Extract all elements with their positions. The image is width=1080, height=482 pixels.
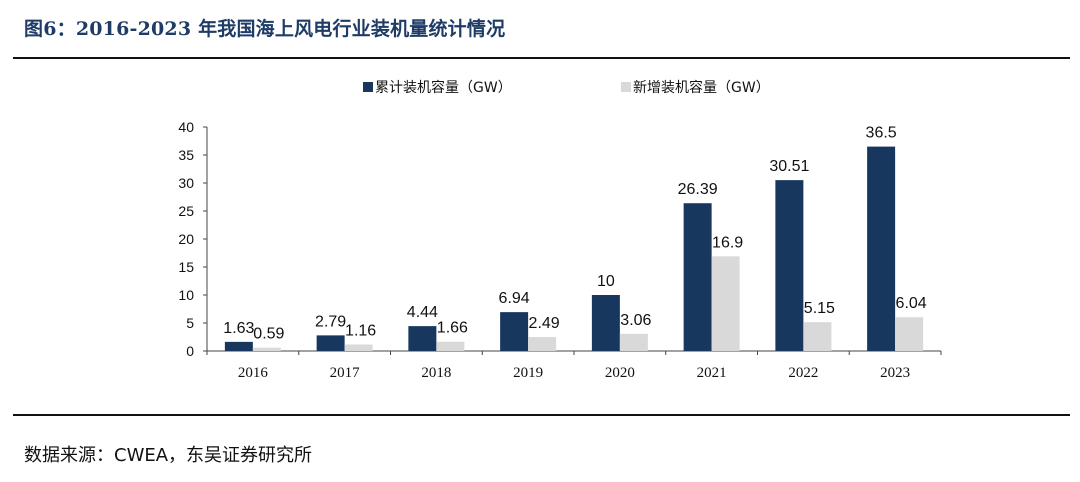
label-cumulative-2017: 2.79 — [315, 313, 346, 330]
top-divider — [13, 57, 1070, 59]
x-tick-label: 2018 — [421, 365, 451, 381]
x-tick-label: 2016 — [238, 365, 269, 381]
bar-chart: 累计装机容量（GW） 新增装机容量（GW） 0 5 10 15 20 25 30 35 40 201… — [178, 79, 942, 381]
y-tick-label: 0 — [186, 343, 194, 359]
bar-cumulative-2022 — [775, 180, 804, 351]
x-tick-label: 2019 — [513, 365, 543, 381]
x-tick-label: 2020 — [605, 365, 635, 381]
legend-label-1: 累计装机容量（GW） — [375, 79, 512, 96]
x-tick-label: 2023 — [880, 365, 910, 381]
bar-new-2017 — [344, 344, 373, 351]
label-new-2016: 0.59 — [253, 326, 284, 343]
x-tick-label: 2021 — [697, 365, 727, 381]
legend-swatch-1 — [363, 82, 373, 92]
label-new-2018: 1.66 — [437, 320, 468, 337]
label-cumulative-2019: 6.94 — [499, 290, 530, 307]
bars — [224, 146, 924, 351]
y-tick-label: 25 — [178, 203, 194, 219]
bar-new-2018 — [436, 341, 465, 351]
y-tick-label: 15 — [178, 259, 194, 275]
bar-new-2021 — [711, 256, 740, 351]
x-tick-label: 2022 — [788, 365, 818, 381]
legend: 累计装机容量（GW） 新增装机容量（GW） — [363, 79, 770, 96]
bar-cumulative-2018 — [408, 326, 437, 351]
label-cumulative-2022: 30.51 — [769, 158, 809, 175]
legend-swatch-2 — [621, 82, 631, 92]
bar-new-2019 — [528, 337, 557, 351]
label-cumulative-2021: 26.39 — [678, 181, 718, 198]
bar-cumulative-2016 — [224, 341, 253, 351]
axes: 0 5 10 15 20 25 30 35 40 2016 2017 2018 2019 2020 2021… — [178, 119, 942, 381]
source-note: 数据来源：CWEA，东吴证券研究所 — [24, 445, 313, 466]
label-new-2017: 1.16 — [345, 323, 376, 340]
y-tick-label: 35 — [178, 147, 194, 163]
bar-new-2020 — [619, 333, 648, 351]
label-new-2020: 3.06 — [620, 312, 651, 329]
y-tick-label: 40 — [178, 119, 194, 135]
y-tick-label: 10 — [178, 287, 194, 303]
label-cumulative-2018: 4.44 — [407, 304, 438, 321]
y-tick-label: 5 — [186, 315, 194, 331]
bar-new-2016 — [252, 347, 281, 351]
bar-new-2023 — [895, 317, 924, 351]
bar-cumulative-2023 — [867, 146, 896, 351]
bar-cumulative-2019 — [500, 312, 529, 351]
bar-cumulative-2017 — [316, 335, 345, 351]
x-tick-label: 2017 — [330, 365, 361, 381]
legend-label-2: 新增装机容量（GW） — [633, 79, 770, 96]
bottom-divider — [13, 414, 1070, 416]
label-new-2022: 5.15 — [804, 300, 835, 317]
value-labels: 1.630.59 2.791.16 4.441.66 6.94 2.49 10 3.06 26… — [223, 125, 926, 343]
label-cumulative-2023: 36.5 — [866, 125, 897, 142]
label-cumulative-2016: 1.63 — [223, 320, 254, 337]
y-tick-label: 20 — [178, 231, 194, 247]
y-tick-label: 30 — [178, 175, 194, 191]
bar-new-2022 — [803, 322, 832, 351]
bar-cumulative-2021 — [683, 203, 712, 351]
label-new-2023: 6.04 — [896, 295, 927, 312]
label-cumulative-2020: 10 — [597, 273, 615, 290]
bar-cumulative-2020 — [591, 295, 620, 351]
figure-title: 图6：2016-2023 年我国海上风电行业装机量统计情况 — [24, 18, 506, 40]
label-new-2021: 16.9 — [712, 234, 743, 251]
label-new-2019: 2.49 — [529, 315, 560, 332]
